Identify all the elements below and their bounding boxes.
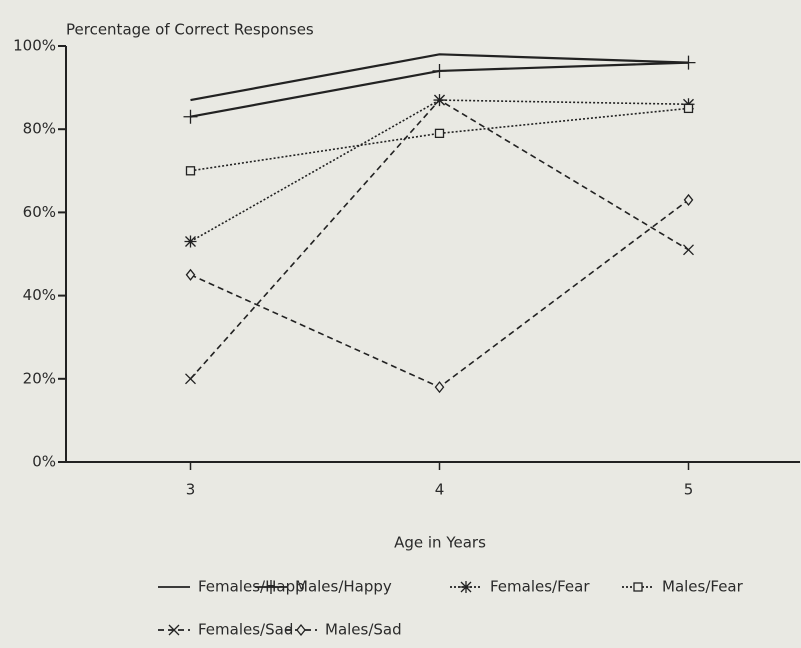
y-tick-label: 40%	[23, 286, 56, 304]
y-tick-label: 80%	[23, 120, 56, 138]
marker	[434, 128, 445, 139]
marker	[296, 623, 306, 637]
marker	[168, 624, 180, 636]
x-axis-label: Age in Years	[394, 534, 486, 552]
marker	[683, 103, 694, 114]
marker	[185, 166, 196, 176]
marker	[681, 55, 696, 70]
marker	[460, 581, 472, 593]
y-tick-label: 20%	[23, 369, 56, 387]
marker	[185, 268, 196, 281]
y-tick-label: 0%	[32, 453, 56, 471]
marker	[683, 244, 694, 256]
legend-label: Males/Fear	[662, 578, 744, 596]
series-line	[190, 99, 689, 243]
marker	[633, 582, 643, 592]
marker	[184, 235, 197, 248]
legend-label: Males/Sad	[325, 621, 402, 639]
series-line	[189, 99, 689, 380]
marker	[683, 193, 694, 206]
series-line	[190, 107, 689, 172]
marker	[434, 381, 445, 394]
x-tick-label: 3	[186, 481, 196, 499]
legend-label: Males/Happy	[295, 578, 392, 596]
marker	[432, 63, 447, 78]
marker	[264, 580, 278, 594]
marker	[183, 109, 198, 124]
chart-title: Percentage of Correct Responses	[66, 21, 314, 39]
series-line	[190, 53, 689, 102]
marker	[185, 373, 196, 385]
legend-label: Females/Fear	[490, 578, 590, 596]
x-tick-label: 4	[435, 481, 445, 499]
series-line	[190, 199, 689, 389]
legend-label: Females/Happ	[198, 578, 305, 596]
y-tick-label: 100%	[13, 37, 56, 55]
legend-label: Females/Sad	[198, 621, 293, 639]
x-tick-label: 5	[684, 481, 694, 499]
y-tick-label: 60%	[23, 203, 56, 221]
marker	[434, 94, 445, 106]
